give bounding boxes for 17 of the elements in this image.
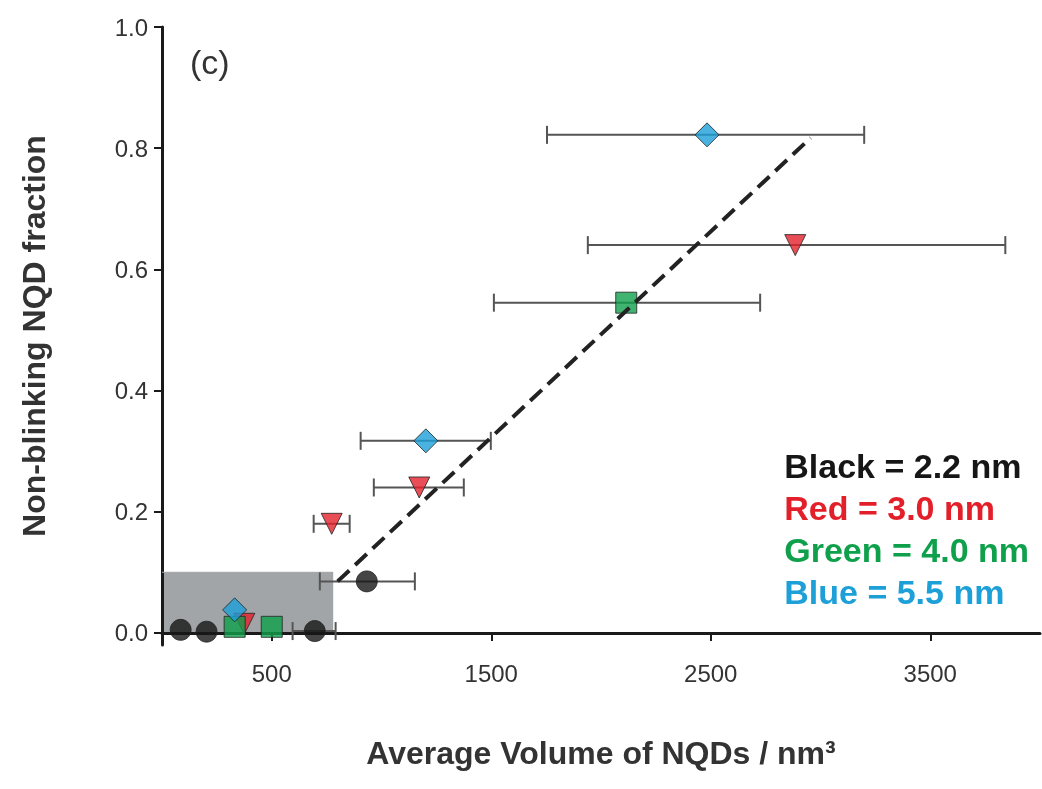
y-tick-label: 0.6 [114,255,148,283]
x-axis-title: Average Volume of NQDs / nm³ [366,735,836,771]
y-axis-title: Non-blinking NQD fraction [16,135,52,537]
annotation: (c) [190,43,230,81]
text: Black = 2.2 nm [784,447,1022,485]
text: Green = 4.0 nm [784,531,1030,569]
x-tick-label: 1500 [464,659,518,687]
y-tick-label: 0.4 [114,377,148,405]
x-tick-label: 3500 [903,659,957,687]
text: Blue = 5.5 nm [784,573,1005,611]
text: Red = 3.0 nm [784,489,995,527]
y-tick-label: 0.8 [114,134,148,162]
y-tick-label: 0.2 [114,498,148,526]
y-tick-label: 1.0 [114,13,148,41]
x-tick-label: 2500 [684,659,738,687]
x-tick-label: 500 [251,659,292,687]
y-tick-label: 0.0 [114,619,148,647]
